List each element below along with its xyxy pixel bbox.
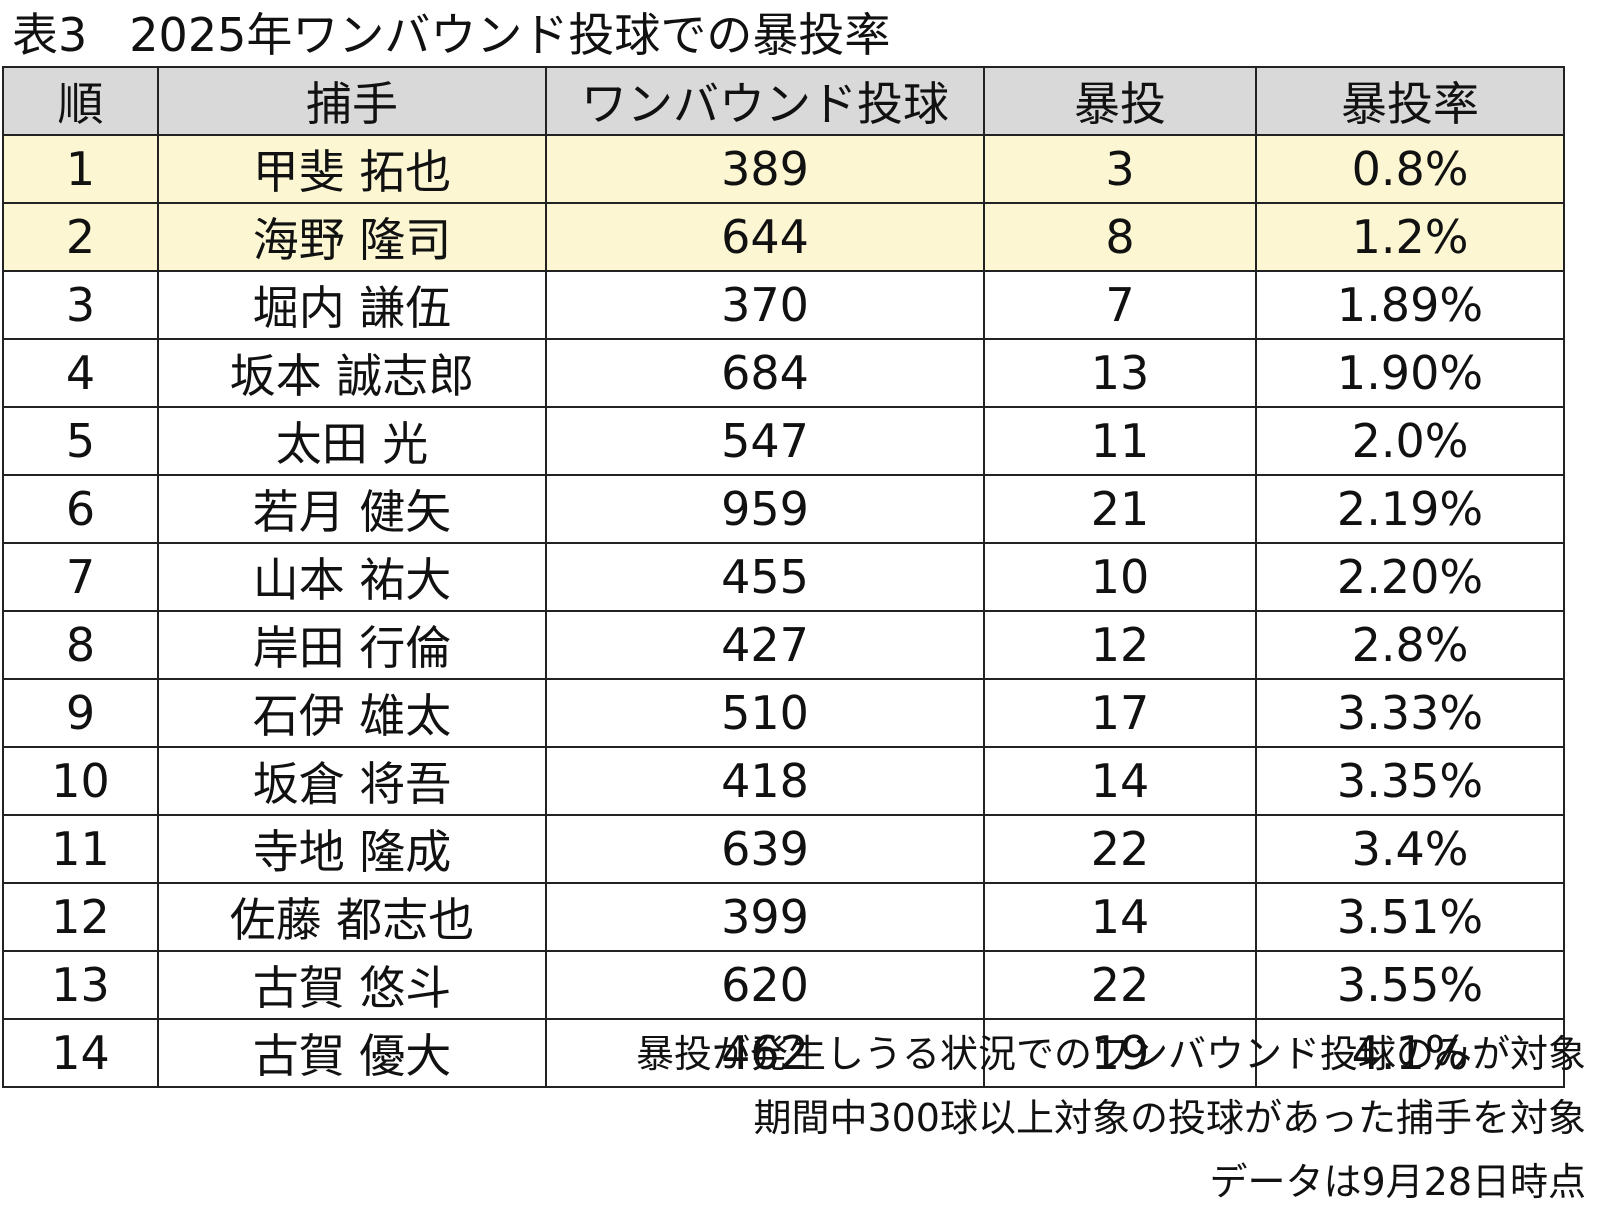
cell-catcher: 古賀 悠斗: [157, 950, 547, 1020]
cell-one-bounce-pitches: 644: [545, 202, 985, 272]
cell-one-bounce-pitches: 547: [545, 406, 985, 476]
cell-rank: 9: [2, 678, 159, 748]
cell-one-bounce-pitches: 639: [545, 814, 985, 884]
cell-rank: 2: [2, 202, 159, 272]
table-row: 5 太田 光 547 11 2.0%: [2, 406, 1565, 476]
cell-wild-pitch-rate: 3.4%: [1255, 814, 1565, 884]
cell-wild-pitch-rate: 2.19%: [1255, 474, 1565, 544]
table-row: 8 岸田 行倫 427 12 2.8%: [2, 610, 1565, 680]
cell-wild-pitch-rate: 0.8%: [1255, 134, 1565, 204]
cell-wild-pitches: 11: [983, 406, 1257, 476]
cell-wild-pitches: 14: [983, 746, 1257, 816]
table-row: 6 若月 健矢 959 21 2.19%: [2, 474, 1565, 544]
cell-wild-pitches: 12: [983, 610, 1257, 680]
cell-one-bounce-pitches: 370: [545, 270, 985, 340]
cell-catcher: 海野 隆司: [157, 202, 547, 272]
cell-catcher: 古賀 優大: [157, 1018, 547, 1088]
footnote-threshold: 期間中300球以上対象の投球があった捕手を対象: [753, 1096, 1586, 1140]
cell-one-bounce-pitches: 620: [545, 950, 985, 1020]
cell-wild-pitches: 13: [983, 338, 1257, 408]
cell-wild-pitches: 22: [983, 950, 1257, 1020]
cell-wild-pitches: 14: [983, 882, 1257, 952]
table-number: 表3: [12, 8, 88, 62]
cell-catcher: 石伊 雄太: [157, 678, 547, 748]
table-row: 9 石伊 雄太 510 17 3.33%: [2, 678, 1565, 748]
cell-rank: 6: [2, 474, 159, 544]
cell-wild-pitch-rate: 2.8%: [1255, 610, 1565, 680]
table-row: 1 甲斐 拓也 389 3 0.8%: [2, 134, 1565, 204]
cell-wild-pitches: 10: [983, 542, 1257, 612]
cell-one-bounce-pitches: 427: [545, 610, 985, 680]
cell-rank: 4: [2, 338, 159, 408]
cell-wild-pitch-rate: 2.20%: [1255, 542, 1565, 612]
cell-one-bounce-pitches: 959: [545, 474, 985, 544]
cell-catcher: 坂倉 将吾: [157, 746, 547, 816]
cell-catcher: 坂本 誠志郎: [157, 338, 547, 408]
cell-wild-pitches: 7: [983, 270, 1257, 340]
header-rank: 順: [2, 66, 159, 136]
cell-catcher: 岸田 行倫: [157, 610, 547, 680]
cell-catcher: 寺地 隆成: [157, 814, 547, 884]
cell-one-bounce-pitches: 510: [545, 678, 985, 748]
header-wild-pitch-rate: 暴投率: [1255, 66, 1565, 136]
cell-wild-pitch-rate: 3.55%: [1255, 950, 1565, 1020]
cell-rank: 13: [2, 950, 159, 1020]
cell-catcher: 太田 光: [157, 406, 547, 476]
footnote-data-date: データは9月28日時点: [1209, 1160, 1586, 1204]
table-row: 13 古賀 悠斗 620 22 3.55%: [2, 950, 1565, 1020]
table-body: 1 甲斐 拓也 389 3 0.8% 2 海野 隆司 644 8 1.2% 3 堀内 謙伍 370 7 1.…: [2, 134, 1565, 1088]
cell-rank: 8: [2, 610, 159, 680]
table-row: 3 堀内 謙伍 370 7 1.89%: [2, 270, 1565, 340]
cell-wild-pitches: 3: [983, 134, 1257, 204]
cell-wild-pitches: 21: [983, 474, 1257, 544]
cell-wild-pitch-rate: 1.90%: [1255, 338, 1565, 408]
header-catcher: 捕手: [157, 66, 547, 136]
table-title: 表3 2025年ワンバウンド投球での暴投率: [12, 6, 890, 64]
cell-wild-pitch-rate: 2.0%: [1255, 406, 1565, 476]
header-wild-pitches: 暴投: [983, 66, 1257, 136]
cell-catcher: 若月 健矢: [157, 474, 547, 544]
cell-one-bounce-pitches: 455: [545, 542, 985, 612]
cell-one-bounce-pitches: 684: [545, 338, 985, 408]
table-title-text: 2025年ワンバウンド投球での暴投率: [129, 8, 891, 62]
cell-wild-pitch-rate: 3.51%: [1255, 882, 1565, 952]
cell-rank: 11: [2, 814, 159, 884]
cell-one-bounce-pitches: 399: [545, 882, 985, 952]
table-row: 14 古賀 優大 462 19 4.1%: [2, 1018, 1565, 1088]
cell-catcher: 山本 祐大: [157, 542, 547, 612]
table-row: 11 寺地 隆成 639 22 3.4%: [2, 814, 1565, 884]
cell-rank: 10: [2, 746, 159, 816]
cell-wild-pitches: 22: [983, 814, 1257, 884]
cell-one-bounce-pitches: 418: [545, 746, 985, 816]
cell-catcher: 堀内 謙伍: [157, 270, 547, 340]
cell-one-bounce-pitches: 462: [545, 1018, 985, 1088]
header-row: 順 捕手 ワンバウンド投球 暴投 暴投率: [2, 66, 1565, 136]
cell-catcher: 佐藤 都志也: [157, 882, 547, 952]
footnotes: 暴投が発生しうる状況でのワンバウンド投球のみが対象 期間中300球以上対象の投球…: [636, 1022, 1586, 1214]
cell-wild-pitch-rate: 3.33%: [1255, 678, 1565, 748]
table-row: 4 坂本 誠志郎 684 13 1.90%: [2, 338, 1565, 408]
cell-wild-pitch-rate: 3.35%: [1255, 746, 1565, 816]
cell-rank: 3: [2, 270, 159, 340]
cell-rank: 7: [2, 542, 159, 612]
cell-wild-pitches: 19: [983, 1018, 1257, 1088]
cell-one-bounce-pitches: 389: [545, 134, 985, 204]
cell-rank: 14: [2, 1018, 159, 1088]
cell-wild-pitch-rate: 1.2%: [1255, 202, 1565, 272]
table-row: 10 坂倉 将吾 418 14 3.35%: [2, 746, 1565, 816]
cell-rank: 12: [2, 882, 159, 952]
table-row: 2 海野 隆司 644 8 1.2%: [2, 202, 1565, 272]
cell-catcher: 甲斐 拓也: [157, 134, 547, 204]
cell-wild-pitches: 8: [983, 202, 1257, 272]
header-one-bounce-pitches: ワンバウンド投球: [545, 66, 985, 136]
footnote-scope: 暴投が発生しうる状況でのワンバウンド投球のみが対象: [635, 1032, 1586, 1076]
cell-wild-pitch-rate: 1.89%: [1255, 270, 1565, 340]
cell-wild-pitches: 17: [983, 678, 1257, 748]
cell-wild-pitch-rate: 4.1%: [1255, 1018, 1565, 1088]
cell-rank: 1: [2, 134, 159, 204]
wild-pitch-rate-table: 順 捕手 ワンバウンド投球 暴投 暴投率 1 甲斐 拓也 389 3 0.8% 2 海野 隆…: [2, 66, 1565, 1088]
cell-rank: 5: [2, 406, 159, 476]
table-row: 12 佐藤 都志也 399 14 3.51%: [2, 882, 1565, 952]
table-row: 7 山本 祐大 455 10 2.20%: [2, 542, 1565, 612]
